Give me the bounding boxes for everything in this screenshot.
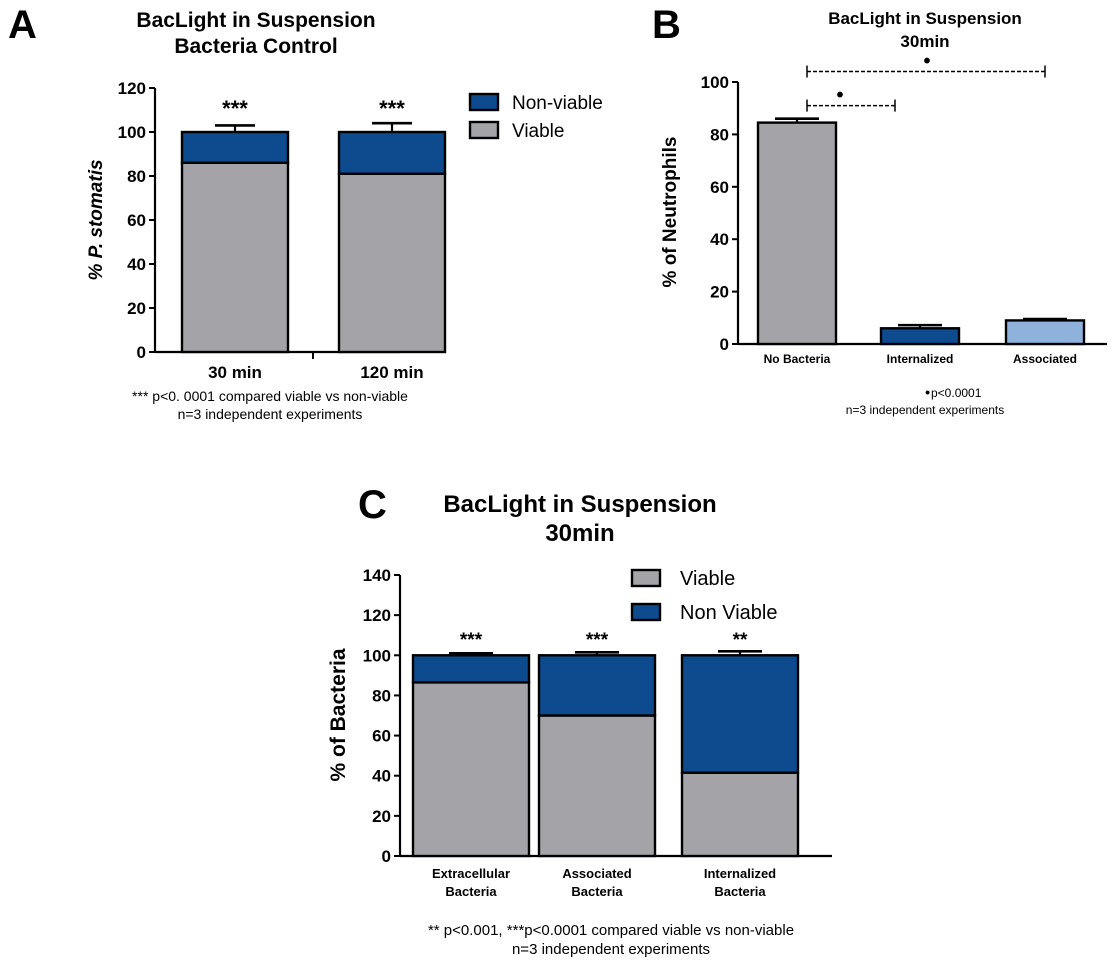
- footnote: ** p<0.001, ***p<0.0001 compared viable …: [428, 922, 794, 939]
- x-tick-label: Associated: [562, 866, 631, 881]
- y-tick-label: 80: [372, 686, 391, 705]
- panel-b: B BacLight in Suspension 30min % of Neutrop…: [652, 3, 1107, 417]
- x-tick-label: Bacteria: [714, 884, 766, 899]
- legend-label: Viable: [680, 568, 735, 590]
- bar-segment: [180, 130, 290, 164]
- significance-dot: •: [923, 51, 930, 73]
- footnote: n=3 independent experiments: [512, 941, 710, 958]
- footnote: n=3 independent experiments: [846, 403, 1004, 417]
- y-tick-label: 80: [710, 125, 729, 144]
- significance-dot: •: [836, 85, 843, 107]
- footnote: *** p<0. 0001 compared viable vs non-via…: [132, 388, 408, 404]
- y-tick-label: 20: [127, 299, 146, 318]
- significance-marker: **: [733, 630, 748, 651]
- y-tick-label: 40: [372, 767, 391, 786]
- y-tick-label: 140: [363, 566, 391, 585]
- chart-title: BacLight in Suspension: [136, 9, 375, 32]
- y-tick-label: 60: [710, 178, 729, 197]
- y-tick-label: 20: [710, 283, 729, 302]
- x-tick-label: 120 min: [360, 363, 423, 382]
- significance-marker: ***: [460, 630, 483, 651]
- x-tick-label: No Bacteria: [764, 352, 831, 366]
- y-tick-label: 40: [710, 230, 729, 249]
- y-tick-label: 20: [372, 807, 391, 826]
- legend-label: Non Viable: [680, 602, 777, 624]
- x-tick-label: Bacteria: [571, 884, 623, 899]
- y-tick-label: 40: [127, 255, 146, 274]
- bar-segment: [680, 771, 800, 858]
- bar-segment: [411, 654, 531, 684]
- y-axis-label: % P. stomatis: [86, 159, 107, 280]
- legend-swatch: [468, 120, 500, 140]
- y-tick-label: 0: [137, 343, 146, 362]
- legend-swatch: [468, 92, 500, 112]
- chart-subtitle: 30min: [900, 32, 949, 51]
- footnote-symbol: •: [925, 384, 930, 400]
- bar-segment: [537, 714, 657, 858]
- significance-marker: ***: [586, 630, 609, 651]
- bar-segment: [537, 654, 657, 717]
- chart-subtitle: Bacteria Control: [174, 35, 337, 58]
- y-tick-label: 0: [382, 847, 391, 866]
- chart-subtitle: 30min: [545, 520, 614, 547]
- significance-marker: ***: [222, 96, 248, 121]
- y-tick-label: 100: [118, 123, 146, 142]
- x-tick-label: 30 min: [208, 363, 262, 382]
- bar: [879, 327, 961, 346]
- significance-marker: ***: [379, 96, 405, 121]
- footnote: n=3 independent experiments: [178, 406, 363, 422]
- chart-title: BacLight in Suspension: [443, 491, 716, 518]
- legend-swatch: [630, 602, 662, 622]
- chart-title: BacLight in Suspension: [828, 9, 1022, 28]
- bar-segment: [337, 172, 447, 354]
- y-axis-label: % of Neutrophils: [660, 137, 681, 288]
- y-tick-label: 100: [701, 73, 729, 92]
- x-tick-label: Internalized: [704, 866, 776, 881]
- x-tick-label: Extracellular: [432, 866, 510, 881]
- panel-a: A BacLight in Suspension Bacteria Control%…: [8, 3, 603, 422]
- y-tick-label: 80: [127, 167, 146, 186]
- panel-letter: B: [652, 3, 681, 47]
- panel-letter: A: [8, 3, 37, 47]
- bar-segment: [180, 161, 290, 354]
- y-tick-label: 60: [372, 727, 391, 746]
- bar-segment: [411, 681, 531, 858]
- bar-segment: [337, 130, 447, 175]
- y-tick-label: 0: [720, 335, 729, 354]
- y-tick-label: 120: [118, 79, 146, 98]
- y-axis-label: % of Bacteria: [327, 648, 350, 781]
- footnote: p<0.0001: [931, 386, 982, 400]
- x-tick-label: Bacteria: [445, 884, 497, 899]
- panel-letter: C: [358, 483, 387, 527]
- legend-swatch: [630, 568, 662, 588]
- bar-segment: [680, 654, 800, 774]
- legend-label: Viable: [512, 121, 564, 142]
- bar: [1004, 319, 1086, 346]
- bar: [756, 121, 838, 346]
- y-tick-label: 100: [363, 646, 391, 665]
- x-tick-label: Internalized: [887, 352, 954, 366]
- y-tick-label: 120: [363, 606, 391, 625]
- x-tick-label: Associated: [1013, 352, 1077, 366]
- y-tick-label: 60: [127, 211, 146, 230]
- legend-label: Non-viable: [512, 93, 603, 114]
